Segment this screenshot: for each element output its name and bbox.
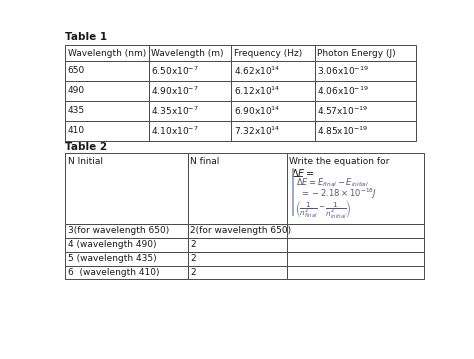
Text: 6.12x10$^{14}$: 6.12x10$^{14}$: [234, 85, 280, 97]
Bar: [65, 61, 149, 81]
Text: 4.06x10$^{-19}$: 4.06x10$^{-19}$: [317, 85, 369, 97]
Bar: [315, 121, 416, 141]
Text: Wavelength (nm): Wavelength (nm): [68, 48, 146, 57]
Text: Table 2: Table 2: [65, 142, 108, 151]
Text: 4.85x10$^{-19}$: 4.85x10$^{-19}$: [317, 125, 369, 137]
Text: 4.35x10$^{-7}$: 4.35x10$^{-7}$: [152, 104, 199, 117]
Bar: [287, 153, 423, 224]
Text: $\Delta E = E_{final} - E_{initial}$: $\Delta E = E_{final} - E_{initial}$: [296, 176, 369, 189]
Text: 4.90x10$^{-7}$: 4.90x10$^{-7}$: [152, 85, 199, 97]
Text: 490: 490: [68, 86, 85, 95]
Text: N Initial: N Initial: [68, 157, 103, 166]
Bar: [149, 81, 231, 101]
Text: 435: 435: [68, 106, 85, 115]
Text: 2: 2: [190, 268, 196, 277]
Text: $\Delta E =$: $\Delta E =$: [291, 167, 315, 179]
Text: N final: N final: [190, 157, 219, 166]
Text: 3.06x10$^{-19}$: 3.06x10$^{-19}$: [317, 65, 369, 77]
Text: 4 (wavelength 490): 4 (wavelength 490): [68, 240, 156, 249]
Bar: [65, 224, 188, 238]
Bar: [65, 266, 188, 279]
Text: 4.62x10$^{14}$: 4.62x10$^{14}$: [234, 65, 280, 77]
Text: 7.32x10$^{14}$: 7.32x10$^{14}$: [234, 125, 280, 137]
Text: 6  (wavelength 410): 6 (wavelength 410): [68, 268, 159, 277]
Bar: [231, 121, 315, 141]
Bar: [188, 252, 287, 266]
Text: Table 1: Table 1: [65, 32, 108, 42]
Bar: [65, 45, 149, 61]
Text: 3(for wavelength 650): 3(for wavelength 650): [68, 227, 169, 236]
Bar: [315, 45, 416, 61]
Bar: [149, 45, 231, 61]
Text: 4.57x10$^{-19}$: 4.57x10$^{-19}$: [317, 104, 368, 117]
Bar: [287, 224, 423, 238]
Bar: [315, 101, 416, 121]
Bar: [65, 238, 188, 252]
Bar: [231, 101, 315, 121]
Bar: [287, 238, 423, 252]
Text: 2(for wavelength 650): 2(for wavelength 650): [190, 227, 292, 236]
Bar: [315, 81, 416, 101]
Text: 5 (wavelength 435): 5 (wavelength 435): [68, 254, 156, 263]
Text: 6.50x10$^{-7}$: 6.50x10$^{-7}$: [152, 65, 199, 77]
Text: 2: 2: [190, 254, 196, 263]
Bar: [188, 224, 287, 238]
Text: $\left(\dfrac{1}{n^2_{final}} - \dfrac{1}{n^2_{initial}}\right)$: $\left(\dfrac{1}{n^2_{final}} - \dfrac{1…: [295, 198, 351, 220]
Text: Frequency (Hz): Frequency (Hz): [234, 48, 302, 57]
Bar: [231, 61, 315, 81]
Text: $= -2.18 \times 10^{-18}J$: $= -2.18 \times 10^{-18}J$: [300, 187, 377, 201]
Bar: [65, 81, 149, 101]
Bar: [231, 81, 315, 101]
Text: 4.10x10$^{-7}$: 4.10x10$^{-7}$: [152, 125, 199, 137]
Bar: [149, 121, 231, 141]
Text: 650: 650: [68, 66, 85, 75]
Text: 6.90x10$^{14}$: 6.90x10$^{14}$: [234, 104, 280, 117]
Bar: [149, 101, 231, 121]
Bar: [65, 252, 188, 266]
Bar: [65, 153, 188, 224]
Bar: [149, 61, 231, 81]
Text: Photon Energy (J): Photon Energy (J): [317, 48, 396, 57]
Bar: [65, 121, 149, 141]
Bar: [188, 153, 287, 224]
Bar: [188, 266, 287, 279]
Bar: [315, 61, 416, 81]
Bar: [188, 238, 287, 252]
Bar: [65, 101, 149, 121]
Text: 410: 410: [68, 126, 85, 135]
Text: Wavelength (m): Wavelength (m): [152, 48, 224, 57]
Bar: [287, 252, 423, 266]
Bar: [287, 266, 423, 279]
Bar: [231, 45, 315, 61]
Text: Write the equation for: Write the equation for: [290, 157, 390, 166]
Text: 2: 2: [190, 240, 196, 249]
